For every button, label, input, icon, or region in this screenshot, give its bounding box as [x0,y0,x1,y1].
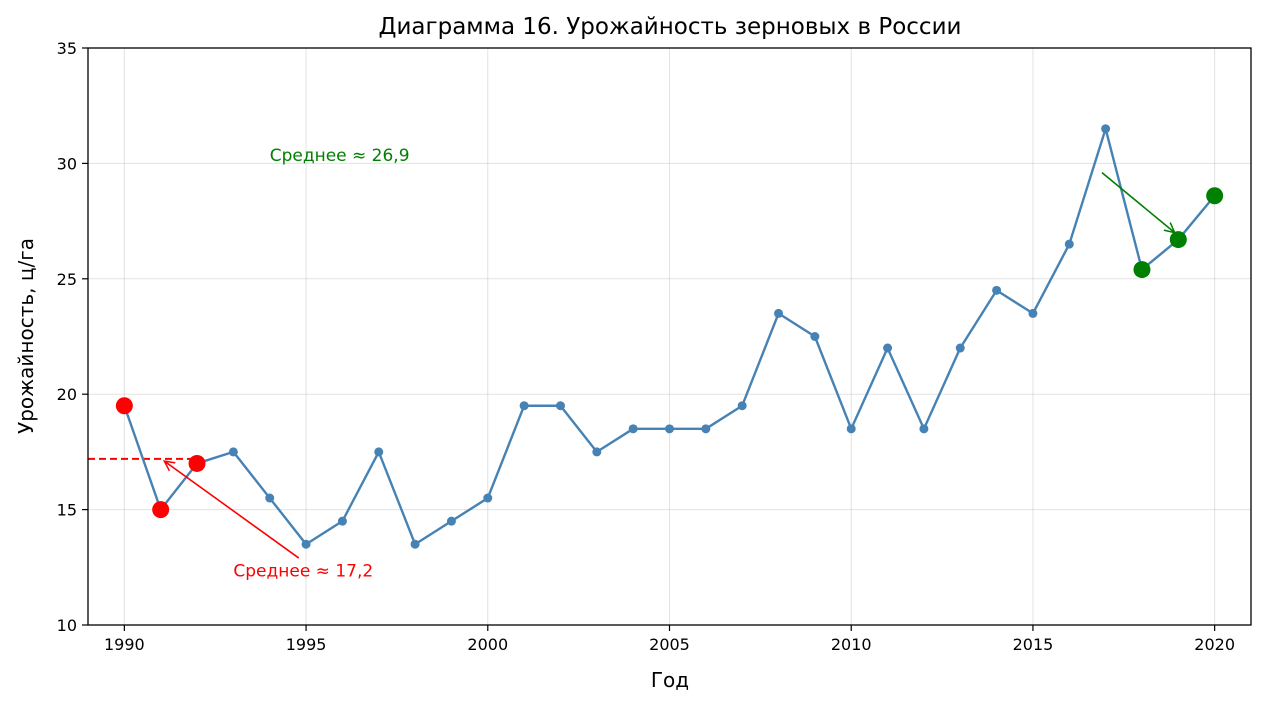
highlight-point [152,501,170,519]
highlight-point [1206,187,1224,205]
highlight-point [188,454,206,472]
annotation-text: Среднее ≈ 26,9 [270,146,410,166]
data-point [846,424,856,434]
y-tick-label: 25 [57,270,77,289]
annotation-group: Среднее ≈ 17,2 Среднее ≈ 26,9 [164,146,1175,582]
x-axis: 1990 1995 2000 2005 2010 2015 2020 [104,625,1235,654]
series-group [119,124,1220,549]
data-point [1101,124,1111,134]
x-axis-label: Год [651,668,689,692]
x-tick-label: 2010 [831,635,872,654]
data-point [665,424,674,434]
y-tick-label: 35 [57,39,77,58]
data-point [337,516,347,526]
x-tick-label: 1990 [104,635,145,654]
y-tick-label: 20 [57,385,77,404]
y-axis-label: Урожайность, ц/га [14,238,38,434]
y-tick-label: 30 [57,154,77,173]
grid [88,47,1251,626]
data-point [737,401,747,411]
data-point [1028,308,1038,318]
data-point [592,447,602,457]
highlight-point [1133,261,1151,279]
y-tick-label: 10 [57,616,77,635]
annotation-arrow [1101,172,1175,233]
data-point [228,447,238,457]
data-point [1064,239,1074,249]
highlight-point [115,397,133,415]
data-point [301,539,311,549]
data-point [265,493,275,503]
annotation-text: Среднее ≈ 17,2 [233,562,373,582]
data-point [483,493,493,503]
x-tick-label: 2005 [649,635,690,654]
data-point [992,285,1002,295]
data-point [555,401,565,411]
data-point [701,424,711,434]
data-point [774,308,784,318]
data-point [919,424,929,434]
x-tick-label: 2015 [1013,635,1054,654]
data-point [955,343,965,353]
data-point [410,539,420,549]
data-point [374,447,384,457]
chart-title: Диаграмма 16. Урожайность зерновых в Рос… [379,14,962,40]
data-point [446,516,456,526]
y-axis: 10 15 20 25 30 35 [57,39,88,635]
data-point [883,343,893,353]
annotation-arrow [164,461,300,559]
data-point [628,424,638,434]
data-point [519,401,529,411]
x-tick-label: 2020 [1194,635,1235,654]
x-tick-label: 2000 [467,635,508,654]
y-tick-label: 15 [57,501,77,520]
x-tick-label: 1995 [286,635,327,654]
data-point [810,332,820,341]
highlight-group [115,187,1224,519]
highlight-point [1169,231,1187,249]
